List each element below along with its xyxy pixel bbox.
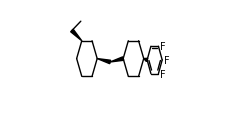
Polygon shape [71,30,82,41]
Text: F: F [160,42,166,52]
Polygon shape [144,59,148,62]
Polygon shape [110,57,124,62]
Text: F: F [164,55,170,65]
Polygon shape [97,59,111,64]
Text: F: F [160,69,166,79]
